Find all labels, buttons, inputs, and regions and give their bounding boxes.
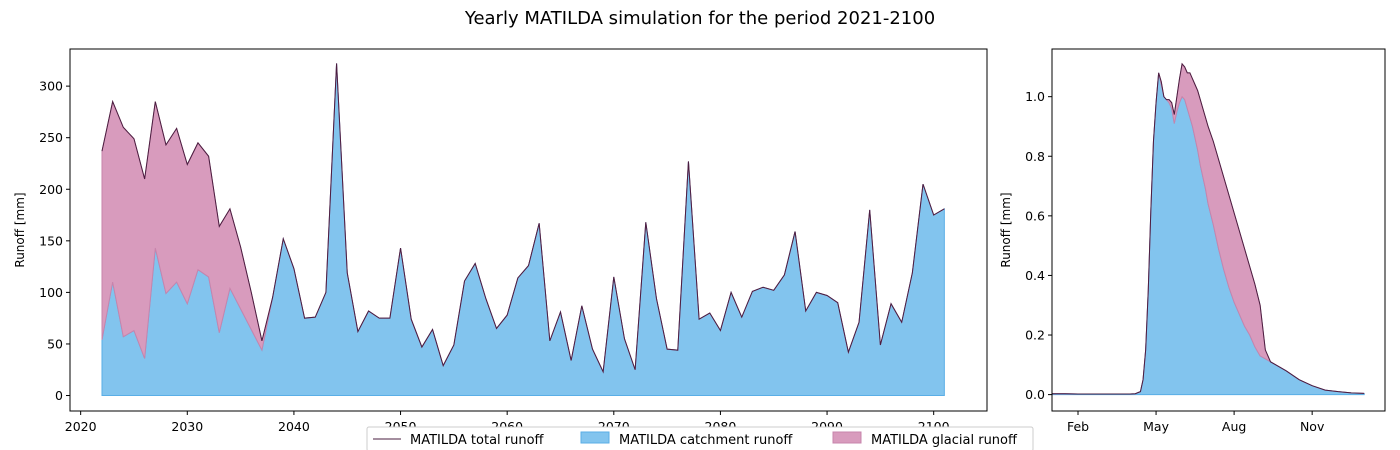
left-xtick-label: 2020	[65, 419, 97, 434]
left-ytick-label: 200	[39, 182, 63, 197]
right-xtick-label: Aug	[1222, 419, 1246, 434]
right-y-axis-label: Runoff [mm]	[999, 192, 1013, 267]
right-ytick-label: 0.4	[1025, 268, 1045, 283]
left-xtick-label: 2030	[171, 419, 203, 434]
chart-panel-yearly: 202020302040205020602070208020902100 050…	[13, 48, 988, 434]
left-y-axis-label: Runoff [mm]	[13, 192, 27, 267]
right-x-axis: Feb May Aug Nov	[1067, 411, 1325, 434]
right-area-layer	[1051, 62, 1365, 396]
legend-label-glacial: MATILDA glacial runoff	[871, 433, 1018, 448]
left-ytick-label: 250	[39, 130, 63, 145]
right-ytick-label: 1.0	[1025, 89, 1045, 104]
right-ytick-label: 0.0	[1025, 387, 1045, 402]
legend-label-total: MATILDA total runoff	[410, 433, 545, 448]
left-ytick-label: 300	[39, 79, 63, 94]
right-y-axis: 0.0 0.2 0.4 0.6 0.8 1.0	[1025, 89, 1052, 402]
left-line-total	[101, 63, 945, 374]
right-line-total	[1052, 62, 1365, 395]
legend-swatch-glacial	[832, 431, 862, 444]
legend-box	[366, 426, 1034, 450]
right-ytick-label: 0.2	[1025, 328, 1045, 343]
right-ytick-label: 0.8	[1025, 149, 1045, 164]
left-ytick-label: 50	[47, 336, 63, 351]
left-xtick-label: 2040	[278, 419, 310, 434]
left-ytick-label: 0	[55, 388, 63, 403]
figure-title: Yearly MATILDA simulation for the period…	[464, 8, 935, 29]
right-xtick-label: Feb	[1067, 419, 1089, 434]
legend-label-catchment: MATILDA catchment runoff	[619, 433, 793, 448]
right-xtick-label: May	[1143, 419, 1169, 434]
legend: MATILDA total runoff MATILDA catchment r…	[366, 426, 1034, 450]
right-ytick-label: 0.6	[1025, 208, 1045, 223]
chart-panel-monthly: Feb May Aug Nov 0.0 0.2 0.4 0.6 0.8 1.0 Runoff […	[999, 48, 1386, 434]
left-ytick-label: 100	[39, 285, 63, 300]
right-plot-frame	[1051, 48, 1386, 412]
right-area-catchment	[1051, 72, 1365, 396]
left-plot-frame	[69, 48, 988, 412]
left-y-axis: 0 50 100 150 200 250 300	[39, 79, 70, 403]
left-ytick-label: 150	[39, 233, 63, 248]
right-xtick-label: Nov	[1300, 419, 1325, 434]
left-area-layer	[101, 63, 945, 397]
legend-swatch-catchment	[580, 431, 610, 444]
